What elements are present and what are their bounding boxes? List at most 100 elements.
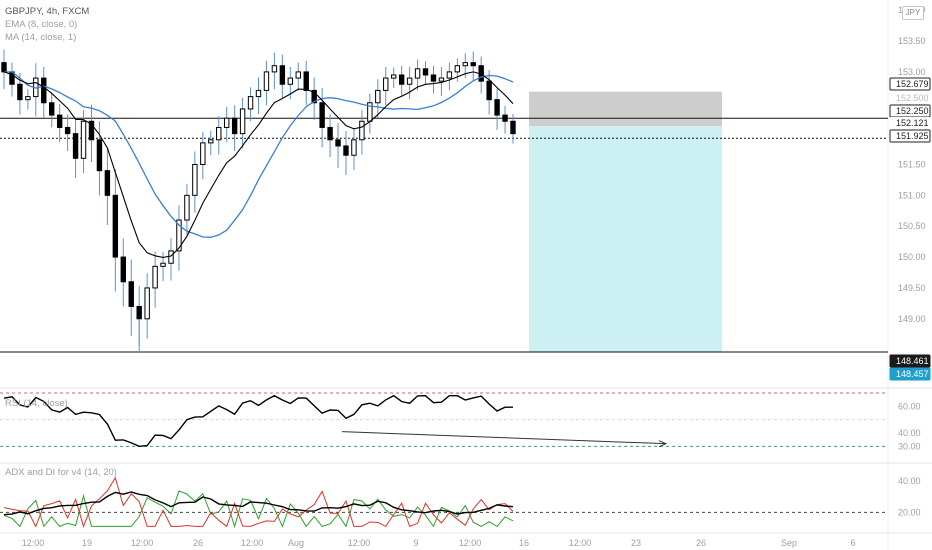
candle-body <box>128 281 134 307</box>
candles <box>1 49 516 353</box>
candle-body <box>96 139 103 172</box>
ma-legend[interactable]: MA (14, close, 1) <box>5 32 77 43</box>
rsi-tick-label: 30.00 <box>898 441 921 451</box>
candle-body <box>88 120 95 141</box>
candle-body <box>438 77 445 82</box>
candle-body <box>112 194 119 258</box>
target-zone <box>529 126 722 353</box>
price-tag <box>889 367 931 381</box>
candle-body <box>80 120 87 159</box>
price-tag <box>889 129 931 143</box>
candle-body <box>446 71 453 79</box>
symbol-legend[interactable]: GBPJPY, 4h, FXCM <box>5 6 90 17</box>
currency-badge[interactable]: JPY <box>902 6 924 20</box>
price-tag-label: 151.925 <box>896 131 929 141</box>
candle-body <box>41 77 47 104</box>
candle-body <box>25 96 31 101</box>
candle-body <box>247 96 254 110</box>
candle-body <box>430 74 437 82</box>
rsi-tick-label: 40.00 <box>898 428 921 438</box>
candle-body <box>64 126 71 135</box>
price-tag-label: 152.500 <box>896 93 929 103</box>
time-tick-label: 23 <box>631 538 641 548</box>
candle-body <box>486 80 492 101</box>
price-tag <box>889 354 931 368</box>
price-tag-label: 148.461 <box>896 356 929 366</box>
price-tick-label: 151.00 <box>898 190 926 200</box>
price-tag-label: 152.121 <box>896 118 929 128</box>
candle-body <box>231 117 238 135</box>
candle-body <box>414 68 421 79</box>
price-tag-label: 152.250 <box>896 106 929 116</box>
candle-body <box>470 62 476 67</box>
candle-body <box>223 117 230 128</box>
candle-body <box>200 142 206 165</box>
candle-body <box>303 71 309 91</box>
candle-body <box>406 77 413 85</box>
time-tick-label: 12:00 <box>348 538 371 548</box>
price-tick-label: 149.00 <box>898 314 926 324</box>
price-tag <box>889 77 931 91</box>
price-tag-label: 148.457 <box>896 369 929 379</box>
time-tick-label: 9 <box>413 538 418 548</box>
ma-line <box>4 71 514 238</box>
candle-body <box>168 250 174 264</box>
ema-legend[interactable]: EMA (8, close, 0) <box>5 19 78 30</box>
candle-body <box>208 139 214 144</box>
rsi-legend[interactable]: RSI (14, close) <box>5 398 68 409</box>
price-tick-label: 149.50 <box>898 283 926 293</box>
candle-body <box>120 256 126 283</box>
adx-tick-label: 40.00 <box>898 476 921 486</box>
time-tick-label: 26 <box>193 538 203 548</box>
time-tick-label: 12:00 <box>131 538 154 548</box>
candle-body <box>216 126 222 141</box>
price-tick-label: 150.00 <box>898 252 926 262</box>
candle-body <box>398 74 405 85</box>
candle-body <box>184 194 190 221</box>
rsi-line <box>3 394 513 448</box>
time-tick-label: 26 <box>696 538 706 548</box>
candle-body <box>255 89 262 98</box>
time-tick-label: 19 <box>82 538 92 548</box>
ema-line <box>3 71 514 258</box>
time-tick-label: Sep <box>781 538 797 548</box>
candle-body <box>17 83 23 101</box>
candle-body <box>510 120 516 135</box>
candle-body <box>422 68 429 76</box>
candle-body <box>295 71 301 79</box>
candle-body <box>144 287 150 320</box>
rsi-trendline-arrow <box>658 440 668 448</box>
time-tick-label: 16 <box>519 538 529 548</box>
rsi-tick-label: 60.00 <box>898 401 921 411</box>
candle-body <box>72 133 79 159</box>
candle-body <box>239 108 246 135</box>
candle-body <box>279 65 286 85</box>
candle-body <box>454 65 461 73</box>
candle-body <box>311 89 317 104</box>
candle-body <box>462 62 468 67</box>
adx-line <box>3 491 514 516</box>
candle-body <box>287 77 294 85</box>
stop-zone <box>529 91 722 127</box>
candle-body <box>49 102 55 116</box>
candle-body <box>319 102 325 128</box>
candle-body <box>359 120 365 141</box>
adx-legend[interactable]: ADX and DI for v4 (14, 20) <box>5 467 117 478</box>
rsi-trendline <box>341 431 666 445</box>
candle-body <box>494 99 500 116</box>
candle-body <box>335 139 341 147</box>
candle-body <box>56 114 63 128</box>
candle-body <box>391 74 397 79</box>
time-tick-label: 12:00 <box>22 538 45 548</box>
candle-body <box>176 219 182 252</box>
candle-body <box>263 71 270 91</box>
price-tick-label: 151.50 <box>898 159 926 169</box>
price-tag <box>890 92 930 104</box>
time-tick-label: 12:00 <box>459 538 482 548</box>
time-tick-label: 12:00 <box>569 538 592 548</box>
candle-body <box>375 89 381 104</box>
price-tick-label: 150.50 <box>898 221 926 231</box>
price-tick-label: 153.50 <box>898 36 926 46</box>
candle-body <box>343 145 349 156</box>
